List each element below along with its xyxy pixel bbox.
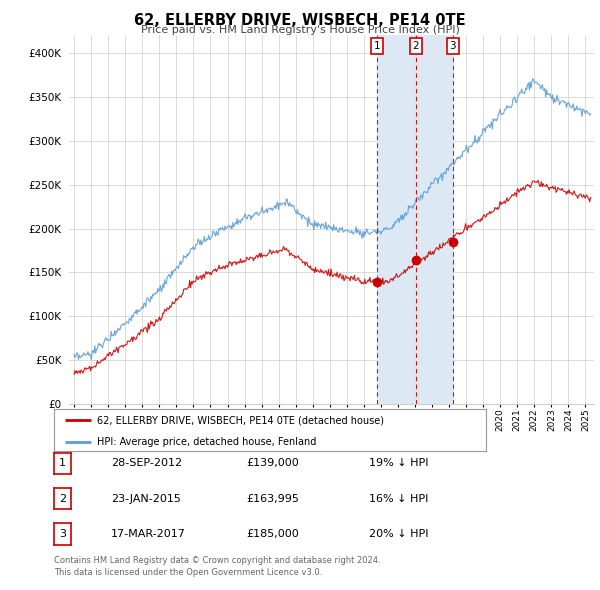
Text: 2: 2 (59, 494, 66, 503)
Text: 1: 1 (373, 41, 380, 51)
Text: 20% ↓ HPI: 20% ↓ HPI (369, 529, 428, 539)
Text: 19% ↓ HPI: 19% ↓ HPI (369, 458, 428, 468)
Text: Contains HM Land Registry data © Crown copyright and database right 2024.: Contains HM Land Registry data © Crown c… (54, 556, 380, 565)
Text: 62, ELLERBY DRIVE, WISBECH, PE14 0TE (detached house): 62, ELLERBY DRIVE, WISBECH, PE14 0TE (de… (97, 415, 384, 425)
Text: 62, ELLERBY DRIVE, WISBECH, PE14 0TE: 62, ELLERBY DRIVE, WISBECH, PE14 0TE (134, 13, 466, 28)
Text: HPI: Average price, detached house, Fenland: HPI: Average price, detached house, Fenl… (97, 437, 317, 447)
Text: £163,995: £163,995 (246, 494, 299, 503)
Text: This data is licensed under the Open Government Licence v3.0.: This data is licensed under the Open Gov… (54, 568, 322, 577)
Text: 3: 3 (449, 41, 456, 51)
Bar (377, 35, 452, 404)
Text: £185,000: £185,000 (246, 529, 299, 539)
Text: Price paid vs. HM Land Registry's House Price Index (HPI): Price paid vs. HM Land Registry's House … (140, 25, 460, 35)
Text: 28-SEP-2012: 28-SEP-2012 (111, 458, 182, 468)
Text: 3: 3 (59, 529, 66, 539)
Text: £139,000: £139,000 (246, 458, 299, 468)
Text: 17-MAR-2017: 17-MAR-2017 (111, 529, 186, 539)
Text: 23-JAN-2015: 23-JAN-2015 (111, 494, 181, 503)
Text: 16% ↓ HPI: 16% ↓ HPI (369, 494, 428, 503)
Text: 2: 2 (413, 41, 419, 51)
Text: 1: 1 (59, 458, 66, 468)
